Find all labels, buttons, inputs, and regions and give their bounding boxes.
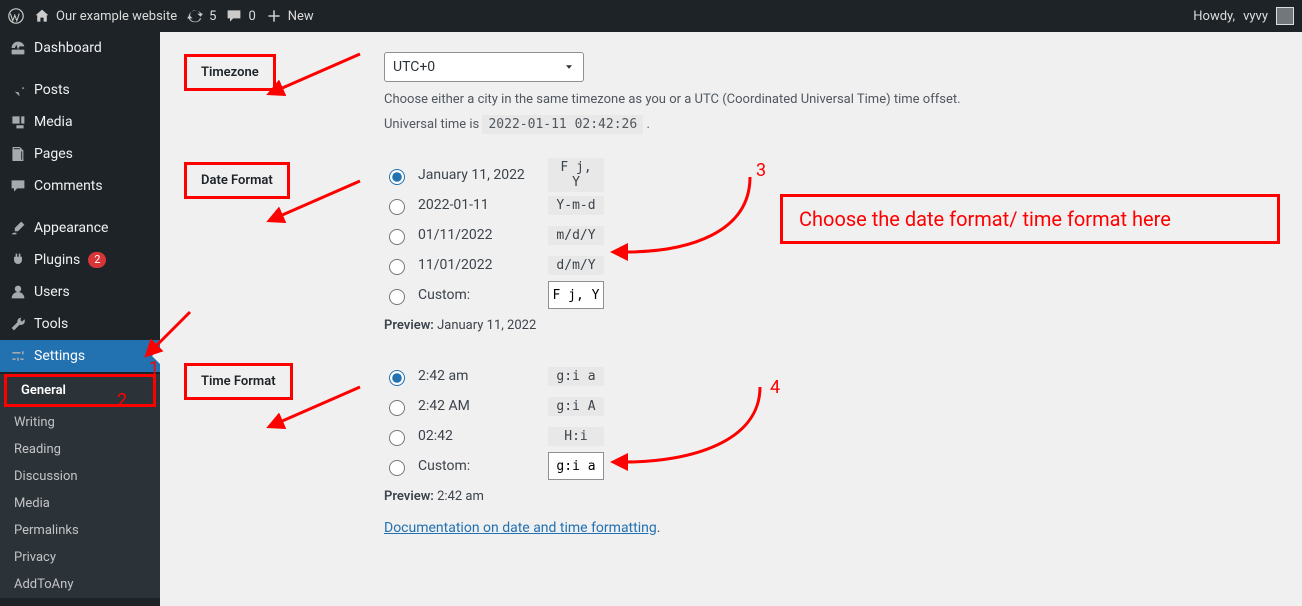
time-opts-radio-2[interactable] — [389, 430, 405, 446]
comment-icon — [226, 8, 242, 24]
update-badge: 2 — [88, 252, 106, 268]
media-icon — [10, 114, 26, 130]
sidebar-item-label: Appearance — [34, 220, 108, 236]
date-opts-display-1: 2022-01-11 — [418, 197, 538, 213]
sidebar-item-label: Media — [34, 114, 73, 130]
doc-link[interactable]: Documentation on date and time formattin… — [384, 520, 657, 536]
brush-icon — [10, 220, 26, 236]
submenu-item-reading[interactable]: Reading — [0, 436, 160, 463]
sidebar-item-tools[interactable]: Tools — [0, 308, 160, 340]
date-opts-display-2: 01/11/2022 — [418, 227, 538, 243]
submenu-item-privacy[interactable]: Privacy — [0, 544, 160, 571]
time-opts-custom-label: Custom: — [418, 458, 538, 474]
submenu-item-addtoany[interactable]: AddToAny — [0, 571, 160, 598]
annotation-number-2: 2 — [117, 390, 127, 411]
date-opts-radio-3[interactable] — [389, 259, 405, 275]
time-format-label: Time Format — [184, 363, 293, 400]
time-opts-code-1: g:i A — [548, 397, 604, 416]
time-opts-display-0: 2:42 am — [418, 368, 538, 384]
sidebar-item-label: Posts — [34, 82, 70, 98]
time-opts-preview-value: 2:42 am — [437, 489, 484, 504]
sidebar-item-label: Pages — [34, 146, 73, 162]
comments-icon — [10, 178, 26, 194]
sidebar-item-label: Comments — [34, 178, 103, 194]
submenu-item-general[interactable]: General — [4, 374, 156, 407]
sidebar-item-comments[interactable]: Comments — [0, 170, 160, 202]
sidebar-item-dashboard[interactable]: Dashboard — [0, 32, 160, 64]
site-name: Our example website — [56, 9, 177, 24]
date-opts-radio-2[interactable] — [389, 229, 405, 245]
universal-time-value: 2022-01-11 02:42:26 — [482, 115, 643, 134]
date-opts-custom-label: Custom: — [418, 287, 538, 303]
user-icon — [10, 284, 26, 300]
time-opts-code-0: g:i a — [548, 367, 604, 386]
annotation-callout: Choose the date format/ time format here — [780, 194, 1280, 244]
annotation-number-3: 3 — [756, 160, 766, 181]
sidebar-item-media[interactable]: Media — [0, 106, 160, 138]
time-opts-display-1: 2:42 AM — [418, 398, 538, 414]
sidebar-item-pages[interactable]: Pages — [0, 138, 160, 170]
sidebar-item-label: Users — [34, 284, 70, 300]
submenu-item-discussion[interactable]: Discussion — [0, 463, 160, 490]
sidebar-item-appearance[interactable]: Appearance — [0, 212, 160, 244]
date-opts-preview-label: Preview: — [384, 318, 434, 333]
time-opts-preview-label: Preview: — [384, 489, 434, 504]
wrench-icon — [10, 316, 26, 332]
plus-icon — [266, 8, 282, 24]
time-opts-custom-input[interactable] — [548, 452, 604, 480]
submenu-item-permalinks[interactable]: Permalinks — [0, 517, 160, 544]
sidebar-item-label: Plugins — [34, 252, 80, 268]
date-format-label: Date Format — [184, 162, 290, 199]
date-opts-code-1: Y-m-d — [548, 196, 604, 215]
admin-sidebar: Dashboard Posts Media Pages Comments Appearan… — [0, 32, 160, 606]
dashboard-icon — [10, 40, 26, 56]
plug-icon — [10, 252, 26, 268]
new-button[interactable]: New — [266, 8, 314, 24]
date-opts-code-0: F j, Y — [548, 158, 604, 192]
date-opts-code-3: d/m/Y — [548, 256, 604, 275]
site-link[interactable]: Our example website — [34, 8, 177, 24]
date-opts-display-3: 11/01/2022 — [418, 257, 538, 273]
comments-indicator[interactable]: 0 — [226, 8, 255, 24]
sidebar-item-users[interactable]: Users — [0, 276, 160, 308]
timezone-select[interactable]: UTC+0 — [384, 52, 584, 82]
date-opts-radio-1[interactable] — [389, 199, 405, 215]
annotation-number-1: 1 — [149, 358, 159, 379]
submenu-item-media-sub[interactable]: Media — [0, 490, 160, 517]
sidebar-item-label: Tools — [34, 316, 68, 332]
date-opts-radio-0[interactable] — [389, 169, 405, 185]
time-opts-radio-0[interactable] — [389, 370, 405, 386]
timezone-help: Choose either a city in the same timezon… — [384, 92, 1282, 107]
date-opts-display-0: January 11, 2022 — [418, 167, 538, 183]
refresh-icon — [187, 8, 203, 24]
time-opts-radio-custom[interactable] — [389, 460, 405, 476]
timezone-label: Timezone — [184, 54, 276, 91]
annotation-number-4: 4 — [770, 377, 780, 398]
sidebar-item-plugins[interactable]: Plugins 2 — [0, 244, 160, 276]
pages-icon — [10, 146, 26, 162]
sliders-icon — [10, 348, 26, 364]
updates-indicator[interactable]: 5 — [187, 8, 216, 24]
chevron-down-icon — [563, 61, 575, 73]
date-opts-custom-input[interactable] — [548, 281, 604, 309]
admin-toolbar: Our example website 5 0 New Howdy, vyvy — [0, 0, 1302, 32]
date-opts-code-2: m/d/Y — [548, 226, 604, 245]
date-opts-preview-value: January 11, 2022 — [437, 318, 536, 333]
sidebar-item-settings[interactable]: Settings — [0, 340, 160, 372]
time-opts-radio-1[interactable] — [389, 400, 405, 416]
avatar — [1276, 7, 1294, 25]
sidebar-item-posts[interactable]: Posts — [0, 74, 160, 106]
date-opts-radio-custom[interactable] — [389, 289, 405, 305]
user-menu[interactable]: Howdy, vyvy — [1193, 7, 1294, 25]
pin-icon — [10, 82, 26, 98]
sidebar-item-label: Dashboard — [34, 40, 102, 56]
home-icon — [34, 8, 50, 24]
time-opts-display-2: 02:42 — [418, 428, 538, 444]
settings-content: Timezone UTC+0 Choose either a city in t… — [160, 32, 1302, 606]
wp-logo[interactable] — [8, 8, 24, 24]
sidebar-item-label: Settings — [34, 348, 85, 364]
submenu-item-writing[interactable]: Writing — [0, 409, 160, 436]
time-opts-code-2: H:i — [548, 427, 604, 446]
